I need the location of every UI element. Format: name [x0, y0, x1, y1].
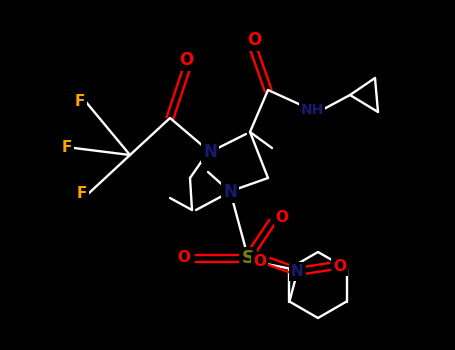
Text: O: O [333, 259, 346, 274]
Text: O: O [179, 51, 193, 69]
Text: O: O [275, 210, 288, 224]
Text: O: O [253, 254, 266, 269]
Text: N: N [291, 264, 304, 279]
Text: N: N [203, 143, 217, 161]
Text: F: F [62, 140, 72, 155]
Text: F: F [77, 187, 87, 202]
Text: N: N [223, 183, 237, 201]
Text: S: S [242, 249, 254, 267]
Text: O: O [247, 31, 261, 49]
Text: O: O [177, 251, 191, 266]
Text: F: F [75, 94, 85, 110]
Text: NH: NH [300, 103, 324, 117]
